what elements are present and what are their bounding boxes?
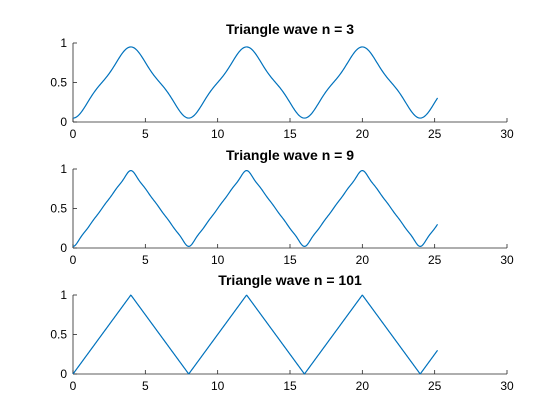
y-tick-label: 1 [60, 162, 67, 176]
x-tick-label: 15 [283, 253, 297, 267]
subplot-title: Triangle wave n = 9 [226, 147, 354, 163]
x-tick-label: 15 [283, 379, 297, 393]
series-line [72, 169, 439, 248]
y-tick-label: 0 [60, 241, 67, 255]
series-line [72, 294, 439, 375]
plot-area: 0 5 10 15 20 25 30 0 0.5 1 [50, 36, 514, 141]
y-tick-label: 0.5 [50, 328, 67, 342]
plot-area: 0 5 10 15 20 25 30 0 0.5 1 [50, 288, 514, 393]
x-tick-label: 0 [70, 379, 77, 393]
x-tick-label: 20 [356, 253, 370, 267]
x-tick-label: 30 [500, 127, 514, 141]
x-tick-label: 25 [428, 127, 442, 141]
x-tick-label: 10 [211, 253, 225, 267]
subplot-title: Triangle wave n = 101 [218, 272, 362, 288]
x-tick-label: 25 [428, 379, 442, 393]
y-tick-label: 1 [60, 288, 67, 302]
plot-area: 0 5 10 15 20 25 30 0 0.5 1 [50, 162, 514, 267]
x-tick-label: 5 [142, 253, 149, 267]
x-tick-label: 5 [142, 379, 149, 393]
x-tick-label: 30 [500, 253, 514, 267]
subplot-1: Triangle wave n = 3 0 5 10 15 20 25 30 0 0.5 1 [50, 21, 514, 141]
x-tick-label: 10 [211, 379, 225, 393]
y-tick-label: 0 [60, 367, 67, 381]
x-tick-label: 20 [356, 127, 370, 141]
x-tick-label: 25 [428, 253, 442, 267]
subplot-3: Triangle wave n = 101 0 5 10 15 20 25 30 0 0.5 1 [50, 272, 514, 393]
subplot-title: Triangle wave n = 3 [226, 21, 354, 37]
y-tick-label: 0.5 [50, 202, 67, 216]
x-tick-label: 0 [70, 253, 77, 267]
y-tick-label: 1 [60, 36, 67, 50]
subplot-2: Triangle wave n = 9 0 5 10 15 20 25 30 0 0.5 1 [50, 147, 514, 267]
y-tick-label: 0 [60, 115, 67, 129]
y-tick-label: 0.5 [50, 76, 67, 90]
x-tick-label: 30 [500, 379, 514, 393]
x-tick-label: 15 [283, 127, 297, 141]
x-tick-label: 5 [142, 127, 149, 141]
x-tick-label: 10 [211, 127, 225, 141]
x-tick-label: 20 [356, 379, 370, 393]
series-line [72, 46, 439, 119]
x-tick-label: 0 [70, 127, 77, 141]
